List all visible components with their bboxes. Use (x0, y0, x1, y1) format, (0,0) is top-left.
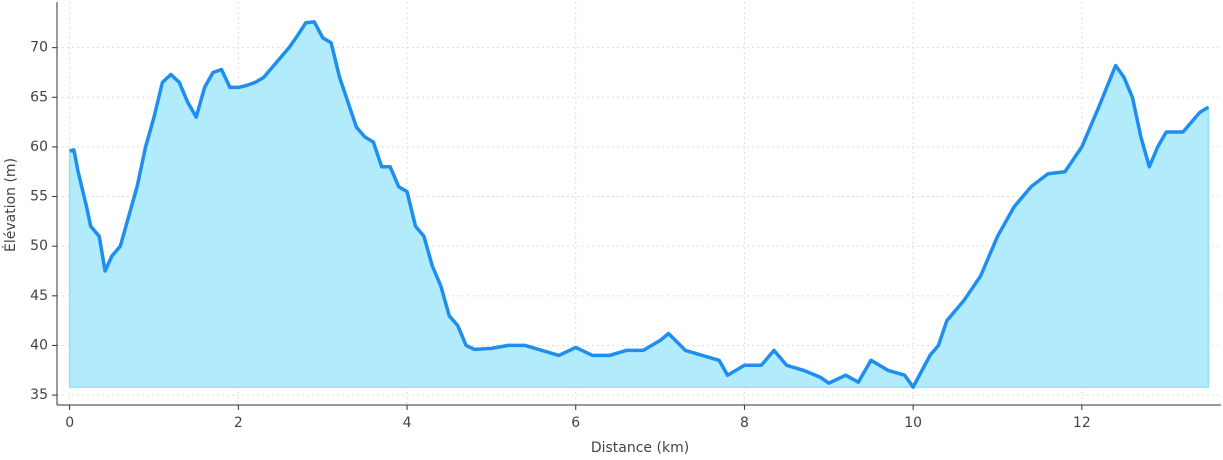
y-tick-label: 65 (30, 89, 48, 105)
x-tick-label: 6 (571, 415, 580, 431)
y-tick-label: 35 (30, 387, 48, 403)
y-tick-label: 55 (30, 189, 48, 205)
area-fill (68, 21, 1210, 389)
y-tick-label: 60 (30, 139, 48, 155)
x-axis-label: Distance (km) (591, 440, 689, 456)
elevation-line (69, 20, 1210, 389)
x-tick-label: 8 (740, 415, 749, 431)
x-tick-label: 2 (234, 415, 243, 431)
x-tick-label: 4 (403, 415, 412, 431)
x-tick-label: 10 (904, 415, 922, 431)
y-tick-label: 50 (30, 238, 48, 254)
y-tick-label: 40 (30, 337, 48, 353)
x-tick-label: 0 (65, 415, 74, 431)
y-tick-label: 70 (30, 40, 48, 56)
x-tick-label: 12 (1073, 415, 1091, 431)
y-tick-label: 45 (30, 288, 48, 304)
y-axis-label: Élévation (m) (2, 158, 19, 252)
